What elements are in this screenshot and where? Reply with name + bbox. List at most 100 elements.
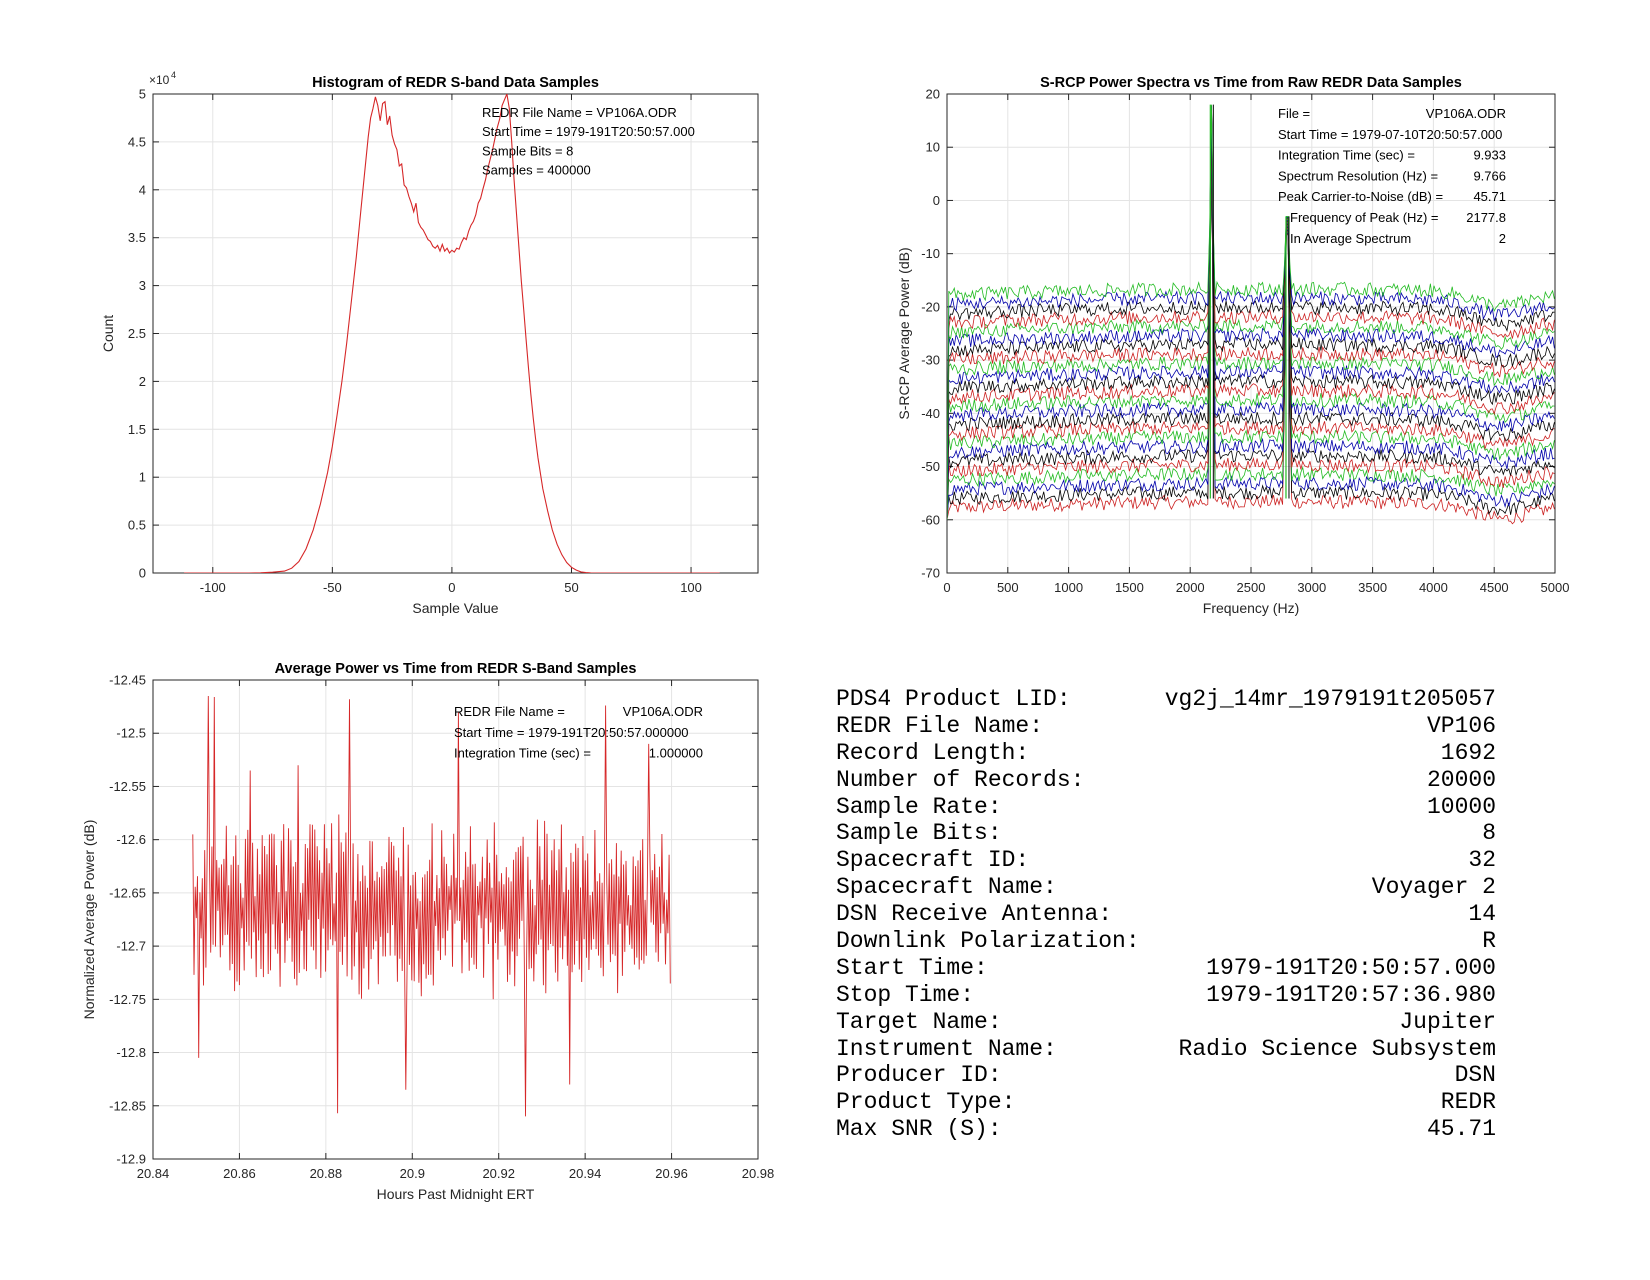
x-tick-label: 100 <box>680 580 702 595</box>
y-tick-label: 2.5 <box>128 326 146 341</box>
y-tick-label: -12.5 <box>116 726 146 741</box>
x-tick-label: 20.86 <box>223 1166 256 1181</box>
info-label: Spacecraft Name: <box>836 874 1057 901</box>
spectrum-line <box>947 111 1555 520</box>
annotation-value: 9.933 <box>1473 148 1506 163</box>
spectrum-line <box>947 122 1555 525</box>
info-value: VP106 <box>1426 712 1496 739</box>
y-tick-label: 0 <box>139 566 146 581</box>
y-tick-label: 1.5 <box>128 422 146 437</box>
annotation-text: REDR File Name = VP106A.ODR <box>482 105 677 120</box>
y-axis-label: Normalized Average Power (dB) <box>81 820 97 1020</box>
y-tick-label: 3 <box>139 278 146 293</box>
info-row: Producer ID: DSN <box>836 1062 1496 1089</box>
annotation-text: Samples = 400000 <box>482 163 591 178</box>
chart-1: -100 -50 0 50 100 0 0.5 1 1.5 2 2.5 3 3.5 4 4.5 5 Histog… <box>100 70 759 616</box>
y-tick-label: 1 <box>139 470 146 485</box>
annotation-text: Start Time = 1979-191T20:50:57.000 <box>482 124 695 139</box>
x-tick-label: -50 <box>323 580 342 595</box>
y-tick-label: -12.6 <box>116 832 146 847</box>
y-tick-label: 3.5 <box>128 230 146 245</box>
y-tick-label: 10 <box>926 140 940 155</box>
info-value: REDR <box>1440 1089 1496 1116</box>
x-tick-label: 2000 <box>1176 580 1205 595</box>
info-label: Target Name: <box>836 1008 1002 1035</box>
spectrum-line <box>947 105 1555 520</box>
spectrum-line <box>947 106 1555 520</box>
x-tick-label: 20.88 <box>310 1166 343 1181</box>
y-tick-label: 0.5 <box>128 518 146 533</box>
spectrum-line <box>947 110 1555 520</box>
histogram-line <box>184 94 720 573</box>
x-tick-label: 0 <box>448 580 455 595</box>
annotation-value: VP106A.ODR <box>623 704 703 719</box>
info-label: Spacecraft ID: <box>836 847 1030 874</box>
info-value: vg2j_14mr_1979191t205057 <box>1164 686 1496 712</box>
info-label: Instrument Name: <box>836 1035 1057 1062</box>
annotation-value: VP106A.ODR <box>1426 106 1506 121</box>
y-tick-label: -40 <box>921 406 940 421</box>
info-row: Product Type: REDR <box>836 1089 1496 1116</box>
spectrum-line <box>947 117 1555 520</box>
spectrum-line <box>947 114 1555 520</box>
power-line <box>192 695 671 1117</box>
annotation-label: Frequency of Peak (Hz) = <box>1290 210 1438 225</box>
info-label: Max SNR (S): <box>836 1116 1002 1143</box>
x-tick-label: 3000 <box>1297 580 1326 595</box>
y-tick-label: 4.5 <box>128 134 146 149</box>
chart-title: Average Power vs Time from REDR S-Band S… <box>275 661 637 677</box>
y-tick-label: -12.65 <box>109 885 146 900</box>
plot-frame <box>152 679 759 1160</box>
info-value: 1979-191T20:50:57.000 <box>1206 954 1496 981</box>
annotation-label: Integration Time (sec) = <box>1278 148 1415 163</box>
y-tick-label: -20 <box>921 299 940 314</box>
spectrum-line <box>947 113 1555 520</box>
x-tick-label: 4000 <box>1419 580 1448 595</box>
y-tick-label: -12.55 <box>109 779 146 794</box>
y-tick-label: -10 <box>921 246 940 261</box>
spectrum-line <box>947 122 1555 520</box>
spectrum-line <box>947 109 1555 520</box>
info-value: 45.71 <box>1426 1116 1496 1143</box>
info-value: R <box>1482 928 1496 955</box>
annotation-value: 2177.8 <box>1466 210 1506 225</box>
spectrum-line <box>947 114 1555 520</box>
annotation-label: In Average Spectrum <box>1290 231 1411 246</box>
info-value: Jupiter <box>1399 1008 1496 1035</box>
x-tick-label: 20.98 <box>742 1166 775 1181</box>
x-tick-label: 2500 <box>1237 580 1266 595</box>
info-label: Sample Rate: <box>836 793 1002 820</box>
info-label: Product Type: <box>836 1089 1016 1116</box>
y-tick-label: -30 <box>921 353 940 368</box>
info-row: Sample Rate: 10000 <box>836 794 1496 821</box>
info-label: Producer ID: <box>836 1062 1002 1089</box>
chart-3: 20.84 20.86 20.88 20.9 20.92 20.94 20.96 20.98 -… <box>81 661 774 1202</box>
info-row: Number of Records: 20000 <box>836 767 1496 794</box>
info-label: PDS4 Product LID: <box>836 686 1071 712</box>
x-tick-label: 20.92 <box>482 1166 515 1181</box>
x-tick-label: -100 <box>200 580 226 595</box>
spectrum-line <box>947 110 1555 520</box>
x-axis-label: Frequency (Hz) <box>1203 600 1299 616</box>
x-axis-label: Sample Value <box>412 600 498 616</box>
y-tick-label: 2 <box>139 374 146 389</box>
x-tick-label: 500 <box>997 580 1019 595</box>
y-axis-label: Count <box>100 315 116 352</box>
info-row: Spacecraft Name: Voyager 2 <box>836 874 1496 901</box>
spectrum-line <box>947 119 1555 520</box>
y-tick-label: -12.8 <box>116 1045 146 1060</box>
info-row: Downlink Polarization: R <box>836 928 1496 955</box>
info-row: Start Time: 1979-191T20:50:57.000 <box>836 955 1496 982</box>
y-tick-label: -50 <box>921 459 940 474</box>
y-tick-label: -12.9 <box>116 1152 146 1167</box>
info-value: Voyager 2 <box>1371 874 1496 901</box>
info-value: 10000 <box>1426 793 1496 820</box>
x-tick-label: 20.84 <box>137 1166 170 1181</box>
annotation-value: 45.71 <box>1473 189 1506 204</box>
info-value: 1692 <box>1440 739 1496 766</box>
chart-2: 0 500 1000 1500 2000 2500 3000 3500 4000 4500 5000… <box>896 75 1569 616</box>
info-row: Sample Bits: 8 <box>836 820 1496 847</box>
info-row: Stop Time: 1979-191T20:57:36.980 <box>836 982 1496 1009</box>
y-exponent-label: ×10 <box>149 73 170 87</box>
spectra-lines <box>947 104 1555 525</box>
